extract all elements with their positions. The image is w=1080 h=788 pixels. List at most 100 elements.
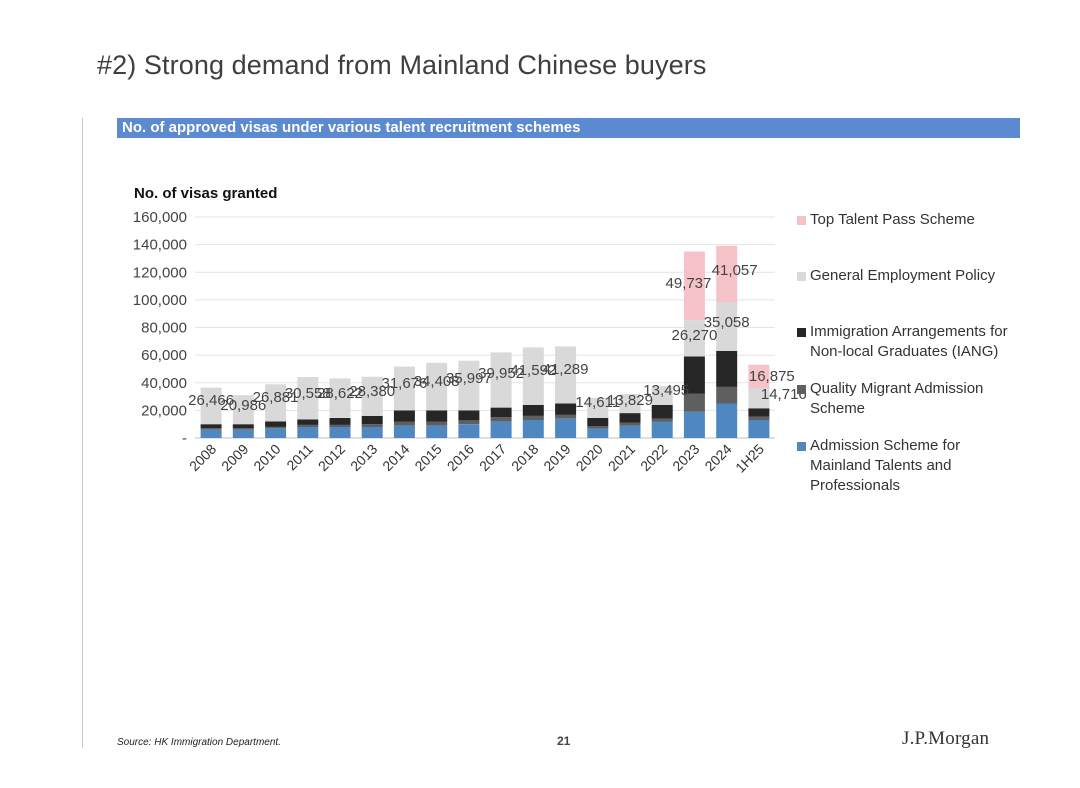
legend-label: Quality Migrant Admission Scheme xyxy=(810,380,984,417)
legend-swatch xyxy=(797,385,806,394)
x-tick-label: 2010 xyxy=(250,441,283,474)
bar-segment xyxy=(619,425,641,438)
legend-swatch xyxy=(797,216,806,225)
x-tick-label: 2023 xyxy=(669,441,702,474)
x-tick-label: 2014 xyxy=(379,441,412,474)
bar-segment xyxy=(522,415,544,420)
jpmorgan-logo: J.P.Morgan xyxy=(902,728,990,749)
x-tick-label: 2017 xyxy=(476,441,509,474)
data-label-gep: 34,408 xyxy=(414,373,460,390)
data-label-gep: 28,622 xyxy=(317,385,363,402)
bar-segment xyxy=(555,346,577,404)
bar-segment xyxy=(393,425,415,438)
source-note: Source: HK Immigration Department. xyxy=(117,737,281,748)
y-tick-label: 80,000 xyxy=(141,320,187,337)
bar-segment xyxy=(716,386,738,404)
bar-segment xyxy=(458,420,480,425)
bars xyxy=(200,245,770,438)
bar-segment xyxy=(393,421,415,426)
bar-segment xyxy=(361,415,383,425)
y-tick-label: 60,000 xyxy=(141,347,187,364)
bar-segment xyxy=(683,251,705,321)
bar-segment xyxy=(651,418,673,422)
bar-segment xyxy=(458,424,480,438)
x-tick-label: 2015 xyxy=(411,441,444,474)
bar-segment xyxy=(587,428,609,438)
bar-segment xyxy=(490,421,512,438)
bar-segment xyxy=(458,360,480,411)
bar-segment xyxy=(200,387,222,425)
legend-swatch xyxy=(797,328,806,337)
x-tick-label: 2012 xyxy=(315,441,348,474)
data-label-gep: 39,952 xyxy=(478,365,524,382)
legend-label: Immigration Arrangements for Non-local G… xyxy=(810,323,1008,360)
page-title: #2) Strong demand from Mainland Chinese … xyxy=(97,50,707,80)
data-label-gep: 35,058 xyxy=(704,314,750,331)
data-label-ttp: 41,057 xyxy=(712,262,758,279)
bar-segment xyxy=(522,404,544,416)
bar-segment xyxy=(522,420,544,438)
bar-segment xyxy=(716,403,738,438)
bar-segment xyxy=(329,424,351,427)
y-tick-label: 40,000 xyxy=(141,375,187,392)
data-label-gep: 26,881 xyxy=(253,389,299,406)
bar-segment xyxy=(297,426,319,438)
x-tick-label: 2009 xyxy=(218,441,251,474)
legend-label: General Employment Policy xyxy=(810,267,996,284)
bar-segment xyxy=(587,426,609,429)
bar-segment xyxy=(426,425,448,438)
x-tick-label: 2013 xyxy=(347,441,380,474)
bar-segment xyxy=(651,421,673,438)
bar-segment xyxy=(232,429,254,438)
bar-segment xyxy=(651,386,673,405)
data-label-gep: 28,380 xyxy=(349,383,395,400)
bar-segment xyxy=(329,426,351,438)
legend-item: Quality Migrant Admission Scheme xyxy=(797,379,1010,419)
data-label-gep: 26,270 xyxy=(671,327,717,344)
legend-item: Top Talent Pass Scheme xyxy=(797,210,1010,230)
bar-segment xyxy=(265,421,287,427)
bar-segment xyxy=(265,428,287,438)
bar-segment xyxy=(361,424,383,427)
bar-segment xyxy=(748,364,770,388)
legend-swatch xyxy=(797,272,806,281)
bar-segment xyxy=(587,397,609,418)
x-tick-label: 2019 xyxy=(540,441,573,474)
data-label-gep: 26,466 xyxy=(188,392,234,409)
bar-segment xyxy=(555,403,577,415)
bar-segment xyxy=(297,377,319,420)
data-label-gep: 31,676 xyxy=(381,375,427,392)
bar-segment xyxy=(490,417,512,422)
bar-segment xyxy=(522,347,544,405)
bar-segment xyxy=(200,424,222,429)
bar-segment xyxy=(748,408,770,417)
x-tick-label: 1H25 xyxy=(732,441,767,476)
bar-segment xyxy=(265,384,287,422)
x-tick-label: 2011 xyxy=(283,441,316,474)
left-divider xyxy=(82,118,83,748)
bar-segment xyxy=(297,419,319,425)
bar-segment xyxy=(232,428,254,430)
legend-item: General Employment Policy xyxy=(797,266,1010,286)
data-label-gep: 35,997 xyxy=(446,370,492,387)
x-tick-label: 2008 xyxy=(186,441,219,474)
data-label-gep: 20,986 xyxy=(220,397,266,414)
data-label-gep: 14,716 xyxy=(761,386,807,403)
legend-item: Admission Scheme for Mainland Talents an… xyxy=(797,436,1010,496)
data-label-ttp: 49,737 xyxy=(665,275,711,292)
bar-segment xyxy=(619,413,641,423)
bar-segment xyxy=(683,320,705,357)
bar-segment xyxy=(426,421,448,426)
y-tick-label: 120,000 xyxy=(133,264,187,281)
bar-segment xyxy=(619,394,641,414)
x-tick-label: 2024 xyxy=(701,441,734,474)
legend-item: Immigration Arrangements for Non-local G… xyxy=(797,322,1010,362)
y-tick-label: 20,000 xyxy=(141,402,187,419)
x-tick-label: 2022 xyxy=(637,441,670,474)
data-label-gep: 41,592 xyxy=(510,362,556,379)
y-axis-title: No. of visas granted xyxy=(134,185,277,202)
x-tick-label: 2018 xyxy=(508,441,541,474)
bar-segment xyxy=(683,411,705,438)
bar-segment xyxy=(555,414,577,419)
